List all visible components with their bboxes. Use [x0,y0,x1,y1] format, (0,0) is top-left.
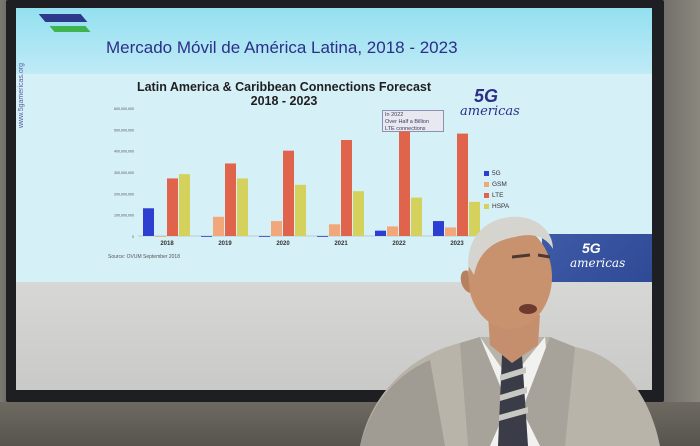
bar-hspa-2023 [469,201,480,236]
x-tick-label: 2021 [334,241,348,247]
bar-hspa-2019 [237,178,248,236]
chart-title: Latin America & Caribbean Connections Fo… [104,80,464,108]
bar-lte-2022 [399,131,410,236]
bar-5g-2022 [375,230,386,236]
x-tick-label: 2019 [218,241,232,247]
legend-label: LTE [492,192,504,199]
bar-lte-2023 [457,133,468,236]
legend-item-gsm: GSM [484,179,509,190]
bar-gsm-2019 [213,216,224,236]
bar-hspa-2018 [179,174,190,236]
legend-swatch [484,204,489,209]
y-tick-label: 300,000,000 [114,171,134,175]
x-tick-label: 2023 [450,241,464,247]
bar-gsm-2020 [271,221,282,236]
lapel-left [460,337,508,446]
bar-lte-2021 [341,140,352,236]
chart-legend: 5G GSM LTE HSPA [484,168,509,212]
chart-callout: In 2022 Over Half a Billion LTE connecti… [382,110,444,132]
bar-hspa-2021 [353,191,364,236]
slide-title: Mercado Móvil de América Latina, 2018 - … [106,38,458,57]
y-tick-label: 400,000,000 [114,150,134,154]
hair [468,216,553,275]
lapel-right [522,337,575,446]
ear [460,270,470,293]
bar-5g-2020 [259,236,270,237]
bar-5g-2023 [433,221,444,236]
logo-mark: 5G [474,86,499,106]
head [468,225,552,329]
y-tick-label: 100,000,000 [114,214,134,218]
bar-gsm-2022 [387,226,398,236]
corner-logo-mark: 5G [582,240,601,256]
chart-title-line2: 2018 - 2023 [250,94,318,108]
bar-5g-2021 [317,236,328,237]
legend-label: GSM [492,181,507,188]
bar-lte-2020 [283,150,294,236]
legend-label: 5G [492,170,501,177]
chart-title-line1: Latin America & Caribbean Connections Fo… [136,80,432,94]
suit-shadow [360,360,445,446]
legend-item-hspa: HSPA [484,201,509,212]
legend-swatch [484,182,489,187]
bar-gsm-2023 [445,227,456,236]
bar-5g-2019 [201,236,212,237]
legend-label: HSPA [492,203,510,210]
legend-swatch [484,193,489,198]
x-tick-label: 2022 [392,241,406,247]
bar-lte-2019 [225,163,236,236]
bar-lte-2018 [167,178,178,236]
bar-hspa-2020 [295,184,306,236]
legend-swatch [484,171,489,176]
callout-line2: Over Half a Billion [385,119,430,125]
x-tick-label: 2020 [276,241,290,247]
tie-stripe [499,367,528,421]
chart-source: Source: OVUM September 2018 [108,254,180,260]
y-tick-label: 600,000,000 [114,107,134,111]
legend-item-5g: 5G [484,168,509,179]
slide-header [16,8,652,74]
legend-item-lte: LTE [484,190,509,201]
y-tick-label: 200,000,000 [114,192,134,196]
callout-line1: In 2022 [385,112,404,118]
bar-gsm-2021 [329,224,340,236]
bar-hspa-2022 [411,197,422,236]
corner-logo-word: americas [570,256,626,270]
bar-chart: 600,000,000 500,000,000 400,000,000 300,000… [114,107,486,247]
speaker-person [360,216,660,446]
eyebrows [511,253,551,259]
y-tick-label: 500,000,000 [114,128,134,132]
x-tick-label: 2018 [160,241,174,247]
bar-gsm-2018 [155,236,166,237]
corner-logo: 5G americas [542,234,652,282]
y-tick-label: 0 [132,235,134,239]
mouth [519,304,537,314]
brand-logo: 5G americas [456,84,546,124]
bar-5g-2018 [143,208,154,236]
logo-word: americas [460,104,520,119]
callout-line3: LTE connections [385,126,426,132]
